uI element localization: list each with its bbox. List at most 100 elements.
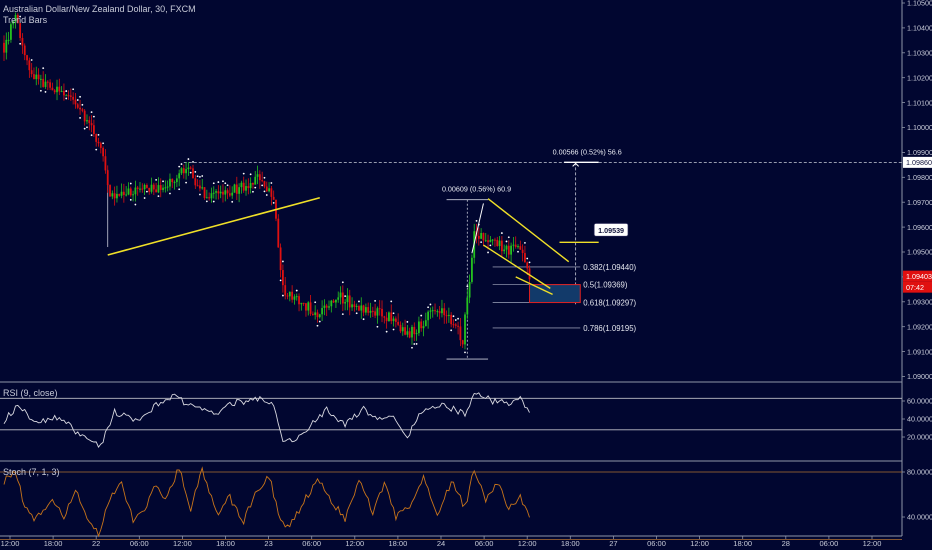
fractal-dot bbox=[487, 251, 489, 254]
candle-body bbox=[95, 133, 98, 142]
fractal-dot bbox=[413, 343, 416, 345]
candle-body bbox=[434, 310, 436, 312]
candle-body bbox=[44, 81, 47, 87]
fractal-dot bbox=[196, 175, 199, 178]
price-scale[interactable]: 1.10500 1.10400 1.10300 1.10200 1.10100 1.100… bbox=[902, 0, 932, 522]
candle-body bbox=[321, 307, 323, 315]
candle-body bbox=[471, 257, 473, 282]
fractal-dot bbox=[192, 161, 194, 163]
fractal-dot bbox=[282, 294, 284, 297]
candle-body bbox=[464, 314, 466, 345]
candle-body bbox=[242, 182, 245, 191]
fractal-dot bbox=[362, 318, 365, 321]
rsi-tick-label: 20.0000 bbox=[907, 433, 932, 442]
fractal-dot bbox=[464, 351, 466, 354]
candle-body bbox=[109, 185, 111, 197]
candle-body bbox=[466, 297, 469, 315]
fractal-dot bbox=[83, 127, 86, 130]
candle-body bbox=[360, 305, 363, 311]
candle-body bbox=[228, 193, 231, 196]
fractal-dot bbox=[217, 181, 220, 183]
candle-body bbox=[482, 232, 485, 241]
candle-body bbox=[162, 187, 164, 190]
candle-body bbox=[330, 300, 333, 307]
candle-body bbox=[74, 99, 77, 105]
fractal-dot bbox=[517, 250, 519, 253]
candle-body bbox=[187, 167, 190, 170]
candle-body bbox=[92, 125, 95, 134]
candle-body bbox=[295, 296, 298, 298]
candle-body bbox=[270, 188, 273, 197]
candle-body bbox=[164, 187, 167, 189]
price-tick-label: 1.09600 bbox=[907, 223, 932, 232]
time-axis[interactable]: 12:00 18:00 22 06:00 12:00 18:00 23 06:00 12:00 1… bbox=[1, 536, 882, 548]
candle-body bbox=[512, 244, 515, 246]
candle-body bbox=[420, 321, 423, 329]
fractal-dot bbox=[429, 303, 432, 306]
candle-body bbox=[427, 311, 430, 321]
candle-body bbox=[524, 253, 526, 263]
candle-body bbox=[14, 14, 17, 22]
fractal-dot bbox=[374, 299, 377, 302]
fractal-dot bbox=[261, 184, 264, 187]
fractal-dot bbox=[81, 103, 84, 106]
fractal-dot bbox=[42, 67, 45, 70]
candle-body bbox=[447, 314, 450, 316]
fractal-dot bbox=[65, 90, 68, 92]
price-tick-label: 1.09200 bbox=[907, 322, 932, 331]
candle-body bbox=[457, 325, 459, 327]
candle-body bbox=[514, 244, 517, 247]
candle-body bbox=[528, 268, 531, 280]
candle-body bbox=[411, 326, 413, 338]
candle-body bbox=[175, 178, 178, 183]
candle-body bbox=[293, 296, 296, 300]
fib-level-label: 0.618(1.09297) bbox=[583, 299, 636, 308]
candle-body bbox=[298, 296, 300, 305]
candle-body bbox=[46, 81, 49, 83]
fractal-dot bbox=[86, 126, 88, 129]
fractal-dot bbox=[189, 171, 192, 174]
fractal-dot bbox=[415, 343, 418, 345]
candle-body bbox=[438, 311, 441, 314]
candle-body bbox=[265, 186, 268, 192]
channel-lower bbox=[483, 244, 551, 289]
fib-level-label: 0.786(1.09195) bbox=[583, 324, 636, 333]
fractal-dot bbox=[185, 181, 187, 184]
candle-body bbox=[316, 312, 319, 318]
price-tick-label: 1.10300 bbox=[907, 49, 932, 58]
time-tick-label: 12:00 bbox=[518, 539, 537, 548]
candle-body bbox=[277, 218, 280, 248]
candle-body bbox=[286, 295, 289, 297]
fractal-dot bbox=[249, 173, 252, 176]
candle-body bbox=[355, 305, 358, 307]
candle-body bbox=[401, 327, 404, 332]
time-tick-label: 24 bbox=[437, 539, 445, 548]
fractal-dot bbox=[90, 111, 93, 114]
price-tick-label: 1.09900 bbox=[907, 148, 932, 157]
candle-body bbox=[159, 185, 162, 190]
fractal-dot bbox=[39, 89, 42, 92]
fractal-dot bbox=[231, 200, 234, 203]
candle-body bbox=[519, 246, 522, 250]
fractal-dot bbox=[318, 320, 321, 323]
candle-body bbox=[53, 90, 56, 93]
level-badge-text: 1.09539 bbox=[598, 226, 624, 235]
candle-body bbox=[185, 169, 187, 174]
fractal-dot bbox=[500, 232, 503, 234]
candle-body bbox=[307, 302, 310, 311]
candle-body bbox=[346, 295, 349, 303]
channel-upper bbox=[487, 198, 570, 263]
candle-body bbox=[468, 281, 471, 298]
candle-body bbox=[498, 240, 501, 247]
drawings: 0.382(1.09440) 0.5(1.09369) 0.618(1.09297)… bbox=[107, 147, 637, 333]
candle-body bbox=[5, 39, 8, 53]
countdown-tag: 07:42 bbox=[906, 283, 924, 292]
candle-body bbox=[517, 246, 519, 248]
fractal-dot bbox=[169, 192, 171, 195]
fractal-dot bbox=[480, 241, 483, 244]
time-tick-label: 27 bbox=[609, 539, 617, 548]
time-tick-label: 22 bbox=[92, 539, 100, 548]
fractal-dot bbox=[146, 190, 148, 193]
candle-body bbox=[491, 239, 494, 241]
